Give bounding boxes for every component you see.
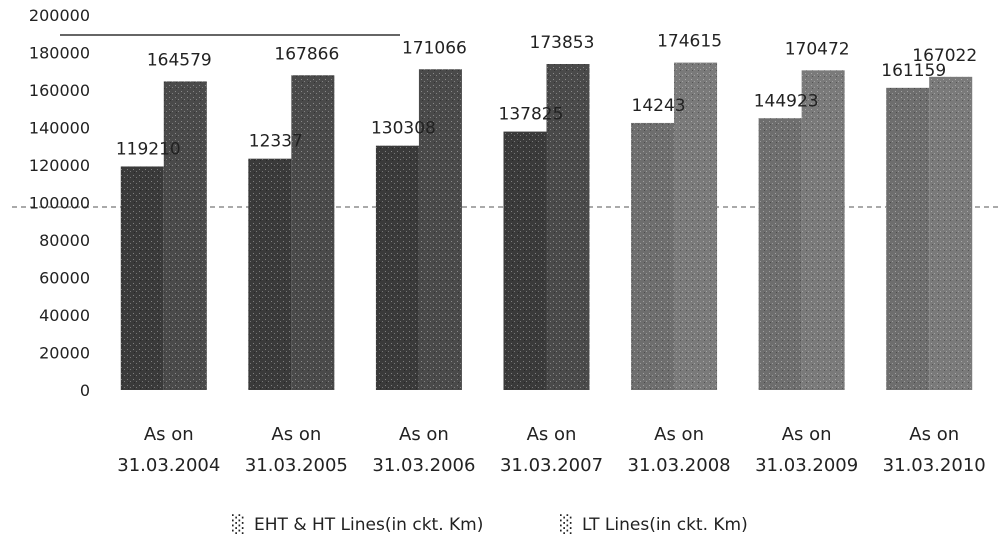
bar-lt-texture	[163, 81, 207, 391]
data-label-eht-ht: 130308	[371, 119, 436, 139]
legend-label-2: LT Lines(in ckt. Km)	[582, 515, 748, 535]
data-label-eht-ht: 161159	[881, 61, 946, 81]
y-tick-label: 100000	[29, 194, 90, 213]
y-tick-label: 140000	[29, 119, 90, 138]
bar-lt-texture	[801, 70, 845, 391]
x-tick-label-line1: As on	[271, 424, 321, 445]
x-tick-label-line1: As on	[654, 424, 704, 445]
x-axis: As on 31.03.2004 As on 31.03.2005 As on 31.03…	[117, 424, 985, 476]
x-tick-label-line1: As on	[909, 424, 959, 445]
x-tick-label-line1: As on	[527, 424, 577, 445]
bar-lt-texture	[929, 76, 973, 391]
data-label-lt: 167022	[912, 46, 977, 66]
data-label-lt: 174615	[657, 32, 722, 52]
legend-label-1: EHT & HT Lines(in ckt. Km)	[254, 515, 483, 535]
bar-eht-ht-texture	[503, 131, 547, 390]
data-label-eht-ht: 14243	[632, 96, 686, 116]
x-tick-label-line1: As on	[782, 424, 832, 445]
y-tick-label: 80000	[39, 231, 90, 250]
bar-lt-texture	[546, 64, 590, 390]
x-tick-label-line2: 31.03.2004	[117, 455, 220, 476]
bar-eht-ht-texture	[886, 87, 930, 390]
y-axis: 0 20000 40000 60000 80000 100000 120000 140000 1…	[29, 6, 90, 400]
legend-marker-2: ░	[560, 514, 573, 535]
y-tick-label: 40000	[39, 306, 90, 325]
x-tick-label-line1: As on	[144, 424, 194, 445]
data-label-eht-ht: 144923	[754, 91, 819, 111]
x-tick-label-line2: 31.03.2007	[500, 455, 603, 476]
bar-lt-texture	[418, 69, 462, 390]
bar-eht-ht-texture	[631, 122, 675, 390]
data-label-eht-ht: 12337	[249, 132, 303, 152]
data-label-lt: 173853	[530, 33, 595, 53]
bar-lt-texture	[291, 75, 335, 390]
y-tick-label: 20000	[39, 344, 90, 363]
x-tick-label-line2: 31.03.2006	[372, 455, 475, 476]
bar-lt-texture	[674, 62, 718, 391]
bar-eht-ht-texture	[248, 158, 292, 390]
data-label-lt: 164579	[147, 50, 212, 70]
y-tick-label: 160000	[29, 81, 90, 100]
bar-eht-ht-texture	[758, 118, 802, 390]
x-tick-label-line2: 31.03.2005	[245, 455, 348, 476]
data-label-lt: 171066	[402, 38, 467, 58]
bar-eht-ht-texture	[375, 145, 419, 390]
x-tick-label-line1: As on	[399, 424, 449, 445]
data-labels: 119210 164579 12337 167866 130308 171066 13782…	[116, 32, 977, 160]
legend-marker-1: ░	[232, 514, 245, 535]
x-tick-label-line2: 31.03.2010	[883, 455, 986, 476]
bars	[120, 62, 973, 391]
data-label-eht-ht: 119210	[116, 139, 181, 159]
y-tick-label: 200000	[29, 6, 90, 25]
y-tick-label: 120000	[29, 156, 90, 175]
y-tick-label: 180000	[29, 44, 90, 63]
data-label-lt: 167866	[274, 44, 339, 64]
data-label-lt: 170472	[785, 39, 850, 59]
bar-eht-ht-texture	[120, 166, 164, 390]
data-label-eht-ht: 137825	[499, 105, 564, 125]
y-tick-label: 60000	[39, 269, 90, 288]
y-tick-label: 0	[80, 381, 90, 400]
x-tick-label-line2: 31.03.2008	[628, 455, 731, 476]
legend: ░ EHT & HT Lines(in ckt. Km) ░ LT Lines(…	[232, 514, 748, 535]
x-tick-label-line2: 31.03.2009	[755, 455, 858, 476]
